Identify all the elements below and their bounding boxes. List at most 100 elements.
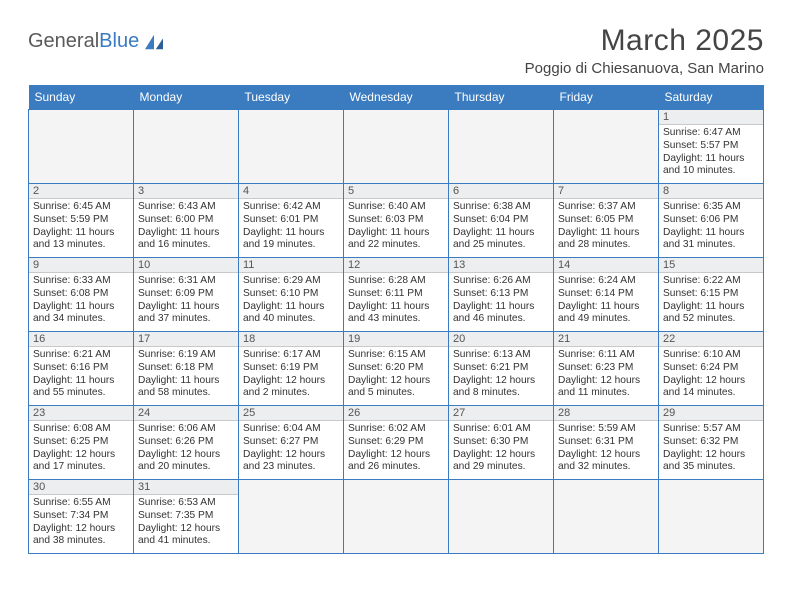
calendar-cell: 12Sunrise: 6:28 AMSunset: 6:11 PMDayligh…	[344, 258, 449, 332]
day-number: 19	[344, 332, 448, 347]
sunrise-text: Sunrise: 6:02 AM	[348, 423, 444, 436]
sunrise-text: Sunrise: 6:29 AM	[243, 275, 339, 288]
daylight-text: Daylight: 11 hours and 10 minutes.	[663, 153, 759, 179]
day-number: 13	[449, 258, 553, 273]
daylight-text: Daylight: 11 hours and 52 minutes.	[663, 301, 759, 327]
day-number: 12	[344, 258, 448, 273]
daylight-text: Daylight: 12 hours and 20 minutes.	[138, 449, 234, 475]
daylight-text: Daylight: 12 hours and 17 minutes.	[33, 449, 129, 475]
daylight-text: Daylight: 11 hours and 19 minutes.	[243, 227, 339, 253]
daylight-text: Daylight: 12 hours and 14 minutes.	[663, 375, 759, 401]
sunrise-text: Sunrise: 6:53 AM	[138, 497, 234, 510]
day-body: Sunrise: 6:01 AMSunset: 6:30 PMDaylight:…	[449, 421, 553, 477]
daylight-text: Daylight: 12 hours and 2 minutes.	[243, 375, 339, 401]
day-body: Sunrise: 6:19 AMSunset: 6:18 PMDaylight:…	[134, 347, 238, 403]
day-number: 16	[29, 332, 133, 347]
day-header: Tuesday	[239, 85, 344, 110]
day-header: Sunday	[29, 85, 134, 110]
day-number: 31	[134, 480, 238, 495]
calendar-row: 2 Sunrise: 6:45 AMSunset: 5:59 PM Daylight…	[29, 184, 764, 258]
sunrise-text: Sunrise: 6:35 AM	[663, 201, 759, 214]
calendar-cell: 22 Sunrise: 6:10 AMSunset: 6:24 PMDayligh…	[659, 332, 764, 406]
day-number: 20	[449, 332, 553, 347]
sunrise-text: Sunrise: 6:43 AM	[138, 201, 234, 214]
calendar-cell: 24Sunrise: 6:06 AMSunset: 6:26 PMDayligh…	[134, 406, 239, 480]
sunset-text: Sunset: 6:15 PM	[663, 288, 759, 301]
header: GeneralBlue March 2025 Poggio di Chiesan…	[28, 24, 764, 77]
sunrise-text: Sunrise: 6:33 AM	[33, 275, 129, 288]
day-body: Sunrise: 6:53 AMSunset: 7:35 PMDaylight:…	[134, 495, 238, 551]
sunset-text: Sunset: 6:14 PM	[558, 288, 654, 301]
daylight-text: Daylight: 11 hours and 25 minutes.	[453, 227, 549, 253]
calendar-cell	[134, 110, 239, 184]
daylight-text: Daylight: 11 hours and 55 minutes.	[33, 375, 129, 401]
day-number: 22	[659, 332, 763, 347]
day-body: Sunrise: 6:35 AMSunset: 6:06 PMDaylight:…	[659, 199, 763, 255]
day-body: Sunrise: 6:08 AMSunset: 6:25 PMDaylight:…	[29, 421, 133, 477]
sunrise-text: Sunrise: 6:01 AM	[453, 423, 549, 436]
calendar-cell: 27Sunrise: 6:01 AMSunset: 6:30 PMDayligh…	[449, 406, 554, 480]
daylight-text: Daylight: 12 hours and 23 minutes.	[243, 449, 339, 475]
day-body: Sunrise: 6:43 AMSunset: 6:00 PMDaylight:…	[134, 199, 238, 255]
sunrise-text: Sunrise: 6:04 AM	[243, 423, 339, 436]
sunset-text: Sunset: 6:11 PM	[348, 288, 444, 301]
title-block: March 2025 Poggio di Chiesanuova, San Ma…	[525, 24, 764, 77]
sunset-text: Sunset: 6:29 PM	[348, 436, 444, 449]
daylight-text: Daylight: 11 hours and 40 minutes.	[243, 301, 339, 327]
sunrise-text: Sunrise: 6:24 AM	[558, 275, 654, 288]
calendar-cell: 7Sunrise: 6:37 AMSunset: 6:05 PMDaylight…	[554, 184, 659, 258]
day-number: 27	[449, 406, 553, 421]
sunrise-text: Sunrise: 6:21 AM	[33, 349, 129, 362]
day-body: Sunrise: 6:47 AMSunset: 5:57 PMDaylight:…	[659, 125, 763, 181]
sunset-text: Sunset: 6:21 PM	[453, 362, 549, 375]
sunrise-text: Sunrise: 6:45 AM	[33, 201, 129, 214]
day-header-row: Sunday Monday Tuesday Wednesday Thursday…	[29, 85, 764, 110]
calendar-cell: 28Sunrise: 5:59 AMSunset: 6:31 PMDayligh…	[554, 406, 659, 480]
day-body: Sunrise: 6:21 AMSunset: 6:16 PMDaylight:…	[29, 347, 133, 403]
day-number: 8	[659, 184, 763, 199]
day-number: 15	[659, 258, 763, 273]
sunset-text: Sunset: 6:30 PM	[453, 436, 549, 449]
sunset-text: Sunset: 5:59 PM	[33, 214, 129, 227]
day-number: 3	[134, 184, 238, 199]
calendar-cell: 3Sunrise: 6:43 AMSunset: 6:00 PMDaylight…	[134, 184, 239, 258]
calendar-cell: 19Sunrise: 6:15 AMSunset: 6:20 PMDayligh…	[344, 332, 449, 406]
day-body: Sunrise: 6:33 AMSunset: 6:08 PMDaylight:…	[29, 273, 133, 329]
day-number: 29	[659, 406, 763, 421]
sunset-text: Sunset: 6:26 PM	[138, 436, 234, 449]
daylight-text: Daylight: 12 hours and 32 minutes.	[558, 449, 654, 475]
sunset-text: Sunset: 7:34 PM	[33, 510, 129, 523]
sunset-text: Sunset: 6:16 PM	[33, 362, 129, 375]
sunset-text: Sunset: 6:13 PM	[453, 288, 549, 301]
sunrise-text: Sunrise: 6:10 AM	[663, 349, 759, 362]
daylight-text: Daylight: 11 hours and 31 minutes.	[663, 227, 759, 253]
day-number: 1	[659, 110, 763, 125]
sail-icon	[143, 33, 165, 51]
day-body: Sunrise: 6:02 AMSunset: 6:29 PMDaylight:…	[344, 421, 448, 477]
calendar-cell: 5Sunrise: 6:40 AMSunset: 6:03 PMDaylight…	[344, 184, 449, 258]
day-number: 7	[554, 184, 658, 199]
calendar-row: 9Sunrise: 6:33 AMSunset: 6:08 PMDaylight…	[29, 258, 764, 332]
sunrise-text: Sunrise: 6:37 AM	[558, 201, 654, 214]
day-body: Sunrise: 6:40 AMSunset: 6:03 PMDaylight:…	[344, 199, 448, 255]
day-number: 26	[344, 406, 448, 421]
day-body: Sunrise: 6:13 AMSunset: 6:21 PMDaylight:…	[449, 347, 553, 403]
calendar-page: GeneralBlue March 2025 Poggio di Chiesan…	[0, 0, 792, 578]
calendar-cell: 11Sunrise: 6:29 AMSunset: 6:10 PMDayligh…	[239, 258, 344, 332]
logo: GeneralBlue	[28, 30, 165, 53]
sunset-text: Sunset: 6:24 PM	[663, 362, 759, 375]
calendar-cell	[554, 110, 659, 184]
sunrise-text: Sunrise: 6:42 AM	[243, 201, 339, 214]
day-number: 18	[239, 332, 343, 347]
calendar-cell	[449, 110, 554, 184]
day-body: Sunrise: 6:29 AMSunset: 6:10 PMDaylight:…	[239, 273, 343, 329]
day-number: 30	[29, 480, 133, 495]
daylight-text: Daylight: 11 hours and 49 minutes.	[558, 301, 654, 327]
sunrise-text: Sunrise: 6:28 AM	[348, 275, 444, 288]
sunrise-text: Sunrise: 6:26 AM	[453, 275, 549, 288]
calendar-cell	[29, 110, 134, 184]
day-body: Sunrise: 6:04 AMSunset: 6:27 PMDaylight:…	[239, 421, 343, 477]
day-number: 2	[29, 184, 133, 199]
sunrise-text: Sunrise: 6:15 AM	[348, 349, 444, 362]
day-body: Sunrise: 5:59 AMSunset: 6:31 PMDaylight:…	[554, 421, 658, 477]
